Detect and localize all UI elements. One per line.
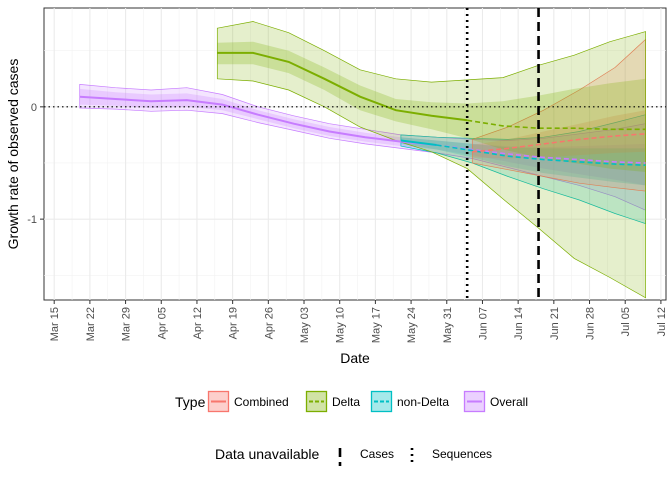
median-line-forecast-combined (472, 133, 646, 153)
y-axis-label: Growth rate of observed cases (5, 59, 21, 250)
ribbon-inner-combined (472, 110, 646, 159)
y-tick-label: -1 (27, 214, 37, 226)
reference-lines (44, 8, 666, 300)
x-tick-label: May 24 (406, 307, 418, 343)
gridlines (44, 8, 666, 300)
median-line-forecast-overall (436, 144, 646, 164)
x-tick-label: Mar 29 (121, 307, 133, 341)
median-line-forecast-non-delta (436, 144, 646, 166)
median-line-non-delta (400, 139, 437, 146)
x-tick-label: Jun 28 (585, 307, 597, 340)
x-tick-label: May 10 (335, 307, 347, 343)
x-tick-label: Jul 12 (656, 307, 668, 336)
axes: Mar 15 Mar 22 Mar 29 Apr 05 Apr 12 Apr 19 Apr … (27, 102, 668, 343)
series-lines (79, 51, 646, 166)
median-line-forecast-delta (467, 119, 646, 131)
median-line-overall (79, 95, 437, 146)
ribbon-outer-delta (216, 21, 646, 299)
x-tick-label: Apr 26 (263, 307, 275, 339)
legend-label-overall: Overall (490, 395, 528, 409)
x-tick-label: Jun 14 (513, 307, 525, 340)
x-tick-label: Apr 12 (192, 307, 204, 339)
x-axis-label: Date (340, 350, 370, 366)
x-tick-label: May 31 (442, 307, 454, 343)
y-tick-label: 0 (31, 102, 37, 114)
legend-data-unavailable: Data unavailable Cases Sequences (215, 446, 492, 466)
x-tick-label: Mar 22 (85, 307, 97, 341)
median-line-delta (217, 51, 468, 122)
x-tick-label: Jun 07 (477, 307, 489, 340)
plot-panel (43, 7, 667, 301)
legend-type: Type Combined Delta non-Delta Overall (175, 390, 528, 413)
legend-type-title: Type (175, 394, 206, 410)
legend-label-cases: Cases (360, 447, 394, 461)
legend-unavailable-title: Data unavailable (215, 446, 320, 462)
x-tick-label: Jul 05 (620, 307, 632, 336)
x-tick-label: Apr 19 (228, 307, 240, 339)
legend-label-combined: Combined (234, 395, 289, 409)
x-tick-label: May 03 (299, 307, 311, 343)
legend-label-non-delta: non-Delta (397, 395, 449, 409)
legend-label-sequences: Sequences (432, 447, 492, 461)
x-tick-label: Mar 15 (49, 307, 61, 341)
legend-label-delta: Delta (332, 395, 360, 409)
x-tick-label: Jun 21 (549, 307, 561, 340)
x-tick-label: Apr 05 (156, 307, 168, 339)
x-tick-label: May 17 (370, 307, 382, 343)
